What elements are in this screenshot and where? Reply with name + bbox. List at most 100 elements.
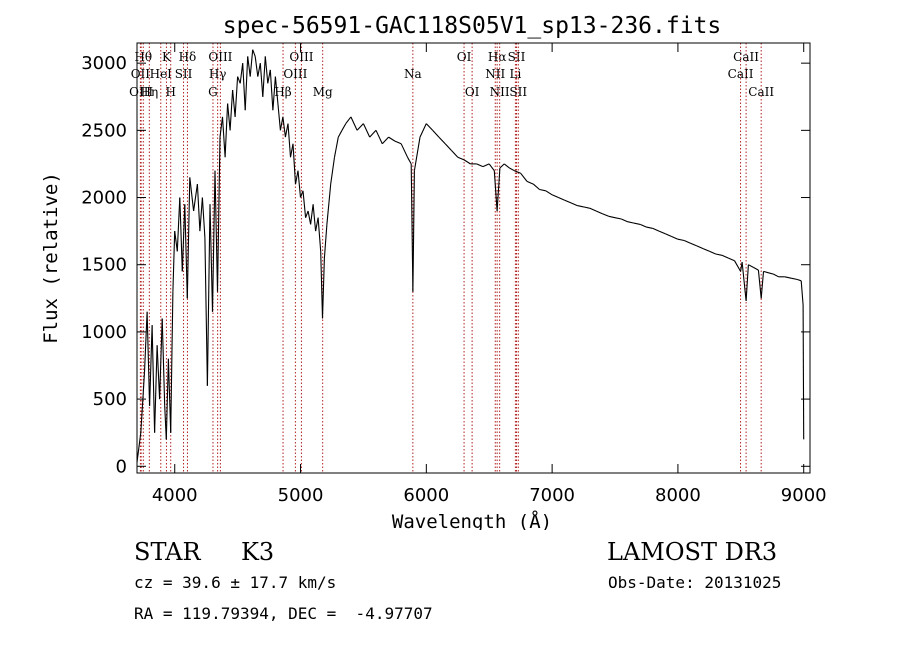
spectrum-segment <box>583 206 591 209</box>
spectrum-segment <box>432 129 440 138</box>
spectrum-segment <box>499 163 505 169</box>
marker-label-22: Li <box>509 67 521 81</box>
x-tick-label: 8000 <box>655 485 701 506</box>
spectrum-segment <box>159 318 163 400</box>
spectrum-segment <box>721 254 729 259</box>
x-tick-label: 6000 <box>403 485 449 506</box>
spectrum-segment <box>167 358 172 433</box>
spectrum-segment <box>297 170 302 198</box>
spectrum-segment <box>146 311 151 406</box>
marker-label-17: OI <box>457 50 472 64</box>
spectrum-segment <box>763 270 769 274</box>
spectrum-segment <box>753 266 759 271</box>
spectrum-segment <box>768 272 774 275</box>
marker-label-24: SII <box>509 85 527 99</box>
spectrum-segment <box>326 184 332 225</box>
spectrum-segment <box>165 358 169 440</box>
y-tick-label: 500 <box>93 389 127 410</box>
y-tick-label: 3000 <box>81 53 127 74</box>
spectrum-segment <box>800 280 804 306</box>
spectrum-segment <box>209 204 214 312</box>
spectrum-segment <box>287 123 292 158</box>
spectrum-segment <box>249 49 254 77</box>
marker-label-2: OIII <box>129 85 153 99</box>
spectrum-segment <box>665 233 672 238</box>
spectrum-segment <box>784 276 792 279</box>
spectrum-segment <box>140 372 146 433</box>
spectrum-segment <box>184 204 188 299</box>
chart-title: spec-56591-GAC118S05V1_sp13-236.fits <box>223 13 722 39</box>
spectrum-segment <box>671 235 679 240</box>
spectrum-segment <box>307 210 312 225</box>
spectrum-segment <box>252 49 256 57</box>
spectrum-segment <box>315 217 319 232</box>
line-markers: HθOIIOIIIHηHeIKHSIIHδGHγOIIIHβOIIIOIIIMg… <box>129 43 774 473</box>
spectrum-segment <box>608 215 616 219</box>
y-tick-label: 0 <box>116 456 127 477</box>
marker-label-20: Hα <box>488 50 507 64</box>
marker-label-27: CaII <box>748 85 774 99</box>
spectrum-chart: spec-56591-GAC118S05V1_sp13-236.fits Hθ O… <box>40 13 827 530</box>
spectrum-segment <box>621 218 628 223</box>
spectrum-segment <box>199 197 203 232</box>
spectrum-segment <box>172 231 176 292</box>
spectrum-segment <box>564 199 572 204</box>
marker-label-10: Hγ <box>209 67 227 81</box>
spectrum-segment <box>211 170 216 312</box>
spectrum-segment <box>227 103 231 131</box>
spectrum-segment <box>514 170 521 174</box>
marker-label-6: H <box>165 85 175 99</box>
marker-label-8: Hδ <box>179 50 197 64</box>
spectrum-segment <box>224 103 229 158</box>
x-tick-label: 7000 <box>529 485 575 506</box>
spectrum-segment <box>677 238 685 242</box>
spectrum-segment <box>589 207 597 212</box>
spectrum-segment <box>350 116 358 131</box>
spectrum-segment <box>457 156 465 161</box>
coordinates: RA = 119.79394, DEC = -4.97707 <box>134 604 433 623</box>
spectrum-segment <box>476 163 484 168</box>
redshift-info: cz = 39.6 ± 17.7 km/s <box>134 573 337 592</box>
spectrum-segment <box>294 170 299 185</box>
spectrum-segment <box>627 221 635 224</box>
spectrum-segment <box>305 210 309 218</box>
spectrum-segment <box>330 157 336 185</box>
spectrum-segment <box>323 224 328 259</box>
spectrum-segment <box>161 318 166 406</box>
spectrum-segment <box>658 230 666 235</box>
spectrum-segment <box>356 123 364 131</box>
marker-label-5: K <box>162 50 172 64</box>
object-class: STAR <box>134 538 201 566</box>
spectrum-segment <box>259 63 264 97</box>
spectrum-segment <box>451 150 459 158</box>
spectrum-segment <box>362 123 371 138</box>
spectrum-segment <box>493 170 498 212</box>
marker-label-15: Mg <box>313 85 333 99</box>
spectrum-segment <box>482 163 490 168</box>
marker-label-26: CaII <box>733 50 759 64</box>
spectrum-segment <box>292 143 297 185</box>
spectrum-segment <box>181 204 186 272</box>
spectrum-segment <box>425 123 434 131</box>
spectrum-segment <box>229 89 234 131</box>
x-axis-label: Wavelength (Å) <box>392 510 552 530</box>
spectrum-segment <box>690 242 698 247</box>
spectrum-segment <box>312 204 317 232</box>
marker-label-12: Hβ <box>274 85 291 99</box>
spectrum-segment <box>633 222 641 225</box>
spectrum-segment <box>683 239 691 244</box>
spectrum-series <box>136 49 805 463</box>
spectrum-segment <box>214 170 219 292</box>
spectrum-segment <box>496 167 501 212</box>
spectrum-segment <box>333 136 339 158</box>
survey-label: LAMOST DR3 <box>607 538 778 566</box>
marker-label-3: Hη <box>140 85 158 99</box>
spectrum-segment <box>204 237 208 386</box>
spectrum-segment <box>545 190 553 196</box>
spectrum-segment <box>186 177 191 299</box>
spectrum-segment <box>269 69 274 111</box>
spectrum-segment <box>193 184 198 212</box>
spectrum-segment <box>282 116 286 138</box>
spectrum-segment <box>232 89 236 117</box>
spectrum-segment <box>143 311 148 373</box>
